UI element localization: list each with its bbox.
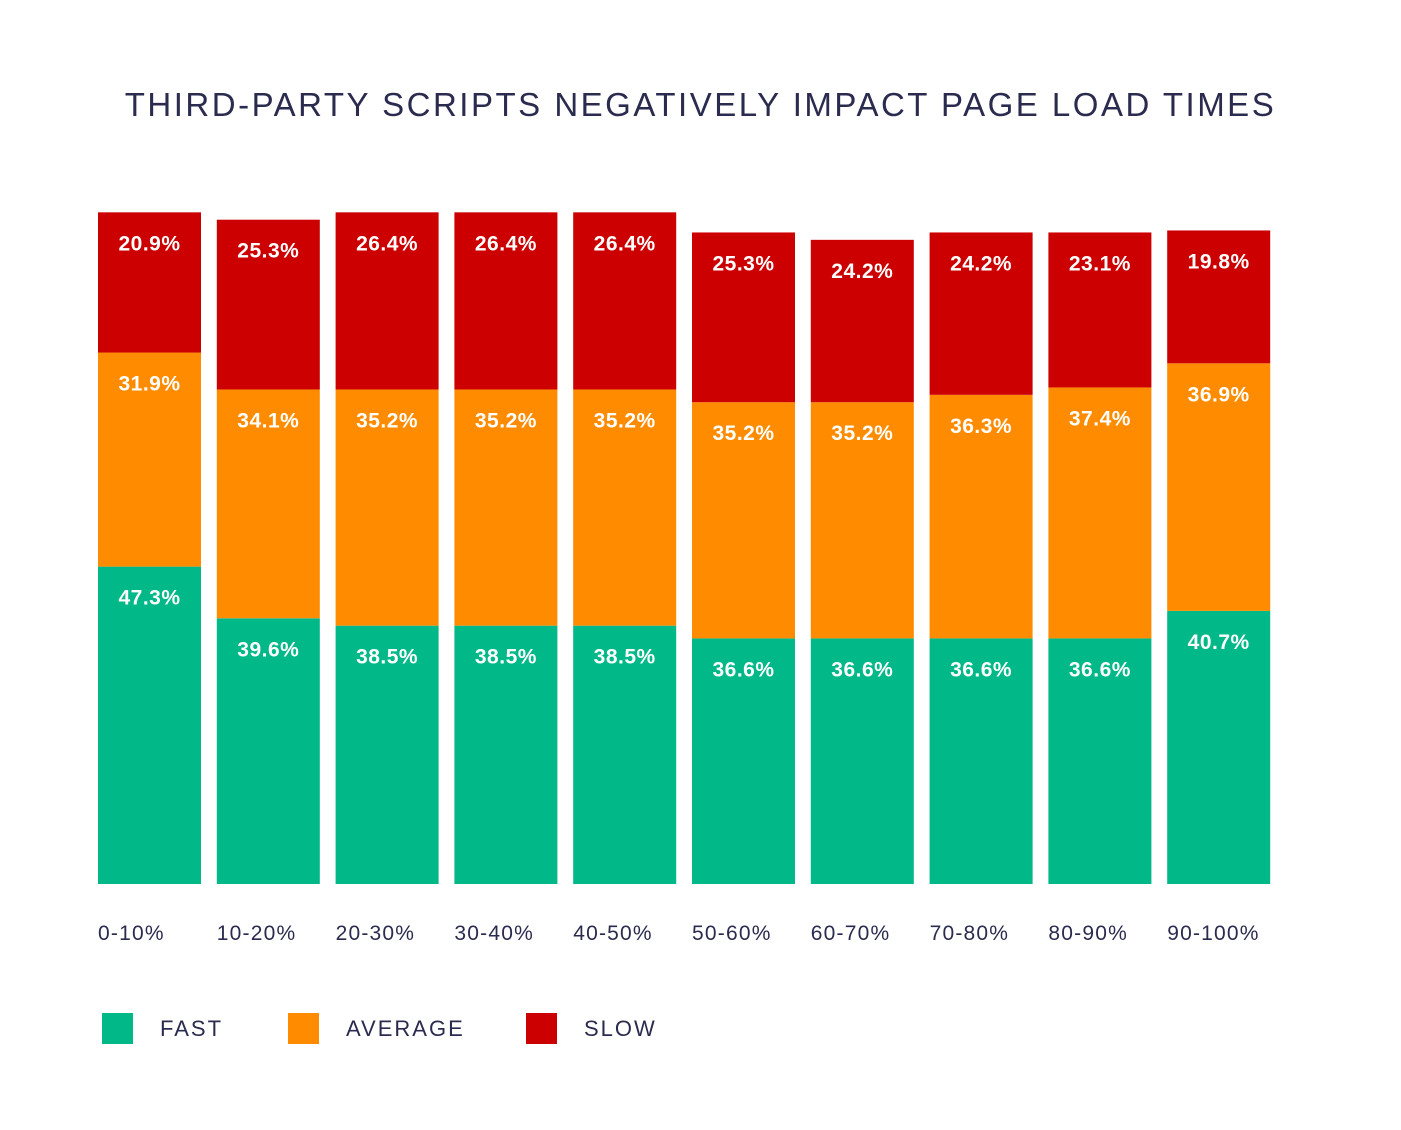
bar-average-60-70% [810,402,914,639]
bar-slow-10-20% [216,219,320,390]
bar-fast-10-20% [216,618,320,884]
data-label-fast-30-40%: 38.5% [475,646,537,669]
bar-slow-0-10% [98,212,201,353]
x-tick-label-90-100%: 90-100% [1167,922,1259,945]
bar-slow-40-50% [573,212,677,390]
data-label-average-40-50%: 35.2% [594,409,656,432]
x-tick-label-40-50%: 40-50% [573,922,653,945]
legend-swatch-average [288,1013,319,1044]
data-label-slow-90-100%: 19.8% [1188,250,1250,273]
data-label-average-30-40%: 35.2% [475,409,537,432]
bar-slow-30-40% [454,212,558,390]
bar-average-10-20% [216,389,320,619]
bar-fast-30-40% [454,625,558,884]
bar-group-30-40%: 38.5% 35.2% 26.4% 30-40% [454,212,558,945]
bar-group-50-60%: 36.6% 35.2% 25.3% 50-60% [692,232,795,945]
data-label-average-90-100%: 36.9% [1188,383,1250,406]
bar-average-0-10% [98,352,201,567]
data-label-slow-30-40%: 26.4% [475,232,537,255]
bar-fast-80-90% [1048,638,1152,884]
bar-slow-20-30% [335,212,439,390]
bar-fast-40-50% [573,625,677,884]
bar-slow-70-80% [929,232,1033,395]
data-label-fast-10-20%: 39.6% [237,638,299,661]
data-label-fast-20-30%: 38.5% [356,646,418,669]
data-label-average-20-30%: 35.2% [356,409,418,432]
bar-fast-50-60% [692,638,795,884]
bar-group-70-80%: 36.6% 36.3% 24.2% 70-80% [929,232,1033,945]
data-label-slow-50-60%: 25.3% [712,252,774,275]
data-label-average-0-10%: 31.9% [118,373,180,396]
chart-title: THIRD-PARTY SCRIPTS NEGATIVELY IMPACT PA… [124,86,1277,123]
bar-average-50-60% [692,402,795,639]
x-tick-label-60-70%: 60-70% [811,922,891,945]
data-label-fast-40-50%: 38.5% [594,646,656,669]
bar-slow-90-100% [1167,230,1271,364]
bar-slow-50-60% [692,232,795,403]
bar-fast-60-70% [810,638,914,884]
x-tick-label-50-60%: 50-60% [692,922,772,945]
data-label-slow-0-10%: 20.9% [118,232,180,255]
bar-average-20-30% [335,389,439,626]
bar-average-90-100% [1167,363,1271,611]
bar-average-30-40% [454,389,558,626]
data-label-fast-90-100%: 40.7% [1188,631,1250,654]
bar-group-20-30%: 38.5% 35.2% 26.4% 20-30% [335,212,439,945]
bar-average-80-90% [1048,387,1152,639]
x-tick-label-30-40%: 30-40% [454,922,534,945]
legend-swatch-fast [102,1013,133,1044]
data-label-slow-60-70%: 24.2% [831,260,893,283]
data-label-slow-20-30%: 26.4% [356,232,418,255]
legend-swatch-slow [526,1013,557,1044]
bar-group-10-20%: 39.6% 34.1% 25.3% 10-20% [216,219,320,945]
bar-group-80-90%: 36.6% 37.4% 23.1% 80-90% [1048,232,1152,945]
x-tick-label-80-90%: 80-90% [1048,922,1128,945]
bar-fast-0-10% [98,566,201,884]
bar-fast-70-80% [929,638,1033,884]
x-tick-label-10-20%: 10-20% [217,922,297,945]
bar-group-90-100%: 40.7% 36.9% 19.8% 90-100% [1167,230,1271,945]
data-label-average-80-90%: 37.4% [1069,407,1131,430]
data-label-average-70-80%: 36.3% [950,415,1012,438]
bar-fast-20-30% [335,625,439,884]
bar-average-40-50% [573,389,677,626]
data-label-fast-0-10%: 47.3% [118,587,180,610]
data-label-slow-10-20%: 25.3% [237,240,299,263]
bar-fast-90-100% [1167,610,1271,884]
x-tick-label-20-30%: 20-30% [336,922,416,945]
bar-group-40-50%: 38.5% 35.2% 26.4% 40-50% [573,212,677,945]
data-label-fast-80-90%: 36.6% [1069,658,1131,681]
bar-group-0-10%: 47.3% 31.9% 20.9% 0-10% [98,212,201,945]
legend-label-average: AVERAGE [346,1016,465,1041]
legend-label-fast: FAST [160,1016,224,1041]
x-tick-label-70-80%: 70-80% [930,922,1010,945]
bar-slow-80-90% [1048,232,1152,388]
legend-label-slow: SLOW [584,1016,657,1041]
x-tick-label-0-10%: 0-10% [98,922,165,945]
data-label-average-10-20%: 34.1% [237,409,299,432]
data-label-average-60-70%: 35.2% [831,422,893,445]
data-label-slow-40-50%: 26.4% [594,232,656,255]
bar-slow-60-70% [810,239,914,403]
data-label-fast-50-60%: 36.6% [712,658,774,681]
data-label-fast-60-70%: 36.6% [831,658,893,681]
bar-average-70-80% [929,394,1033,639]
data-label-slow-70-80%: 24.2% [950,252,1012,275]
data-label-fast-70-80%: 36.6% [950,658,1012,681]
data-label-average-50-60%: 35.2% [712,422,774,445]
data-label-slow-80-90%: 23.1% [1069,252,1131,275]
bar-group-60-70%: 36.6% 35.2% 24.2% 60-70% [810,239,914,945]
